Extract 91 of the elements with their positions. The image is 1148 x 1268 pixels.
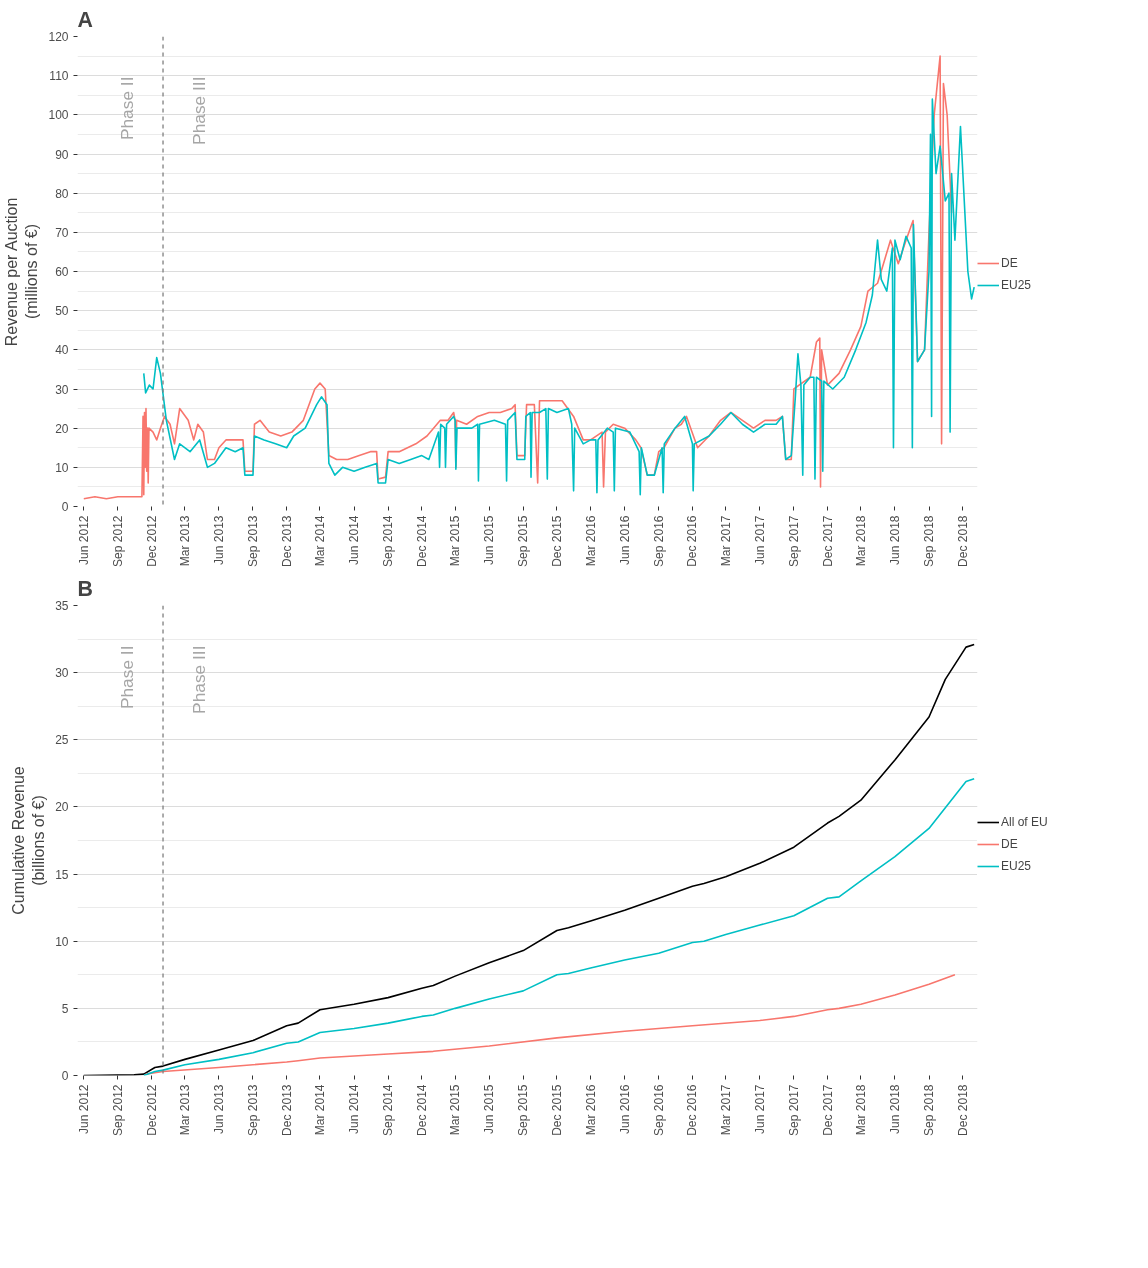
x-tick-label: Sep 2017 [786,515,801,567]
x-tick-label: Mar 2013 [177,515,192,567]
x-tick-label: Jun 2017 [752,515,767,565]
annotation: Phase III [189,76,210,145]
legend-label: DE [1001,256,1019,270]
legend-label: DE [1001,837,1019,851]
x-tick-label: Dec 2017 [820,1084,835,1136]
y-tick-label: 35 [55,599,69,613]
x-tick-label: Dec 2012 [144,1084,159,1136]
x-tick-label: Dec 2012 [144,515,159,567]
y-tick-label: 30 [55,666,69,681]
x-tick-label: Sep 2018 [922,1084,936,1136]
y-tick-label: 90 [55,147,69,162]
x-tick-label: Dec 2018 [955,515,970,567]
y-tick-label: 25 [55,733,69,748]
x-tick-label: Sep 2014 [381,515,396,567]
x-tick-label: Mar 2014 [312,515,327,567]
legend-label: EU25 [1001,278,1032,292]
x-tick-label: Dec 2016 [685,1084,700,1136]
x-tick-label: Sep 2012 [110,515,125,567]
x-tick-label: Jun 2016 [617,1084,632,1134]
x-tick-label: Mar 2014 [312,1084,327,1136]
x-tick-label: Mar 2016 [583,1084,598,1136]
x-tick-label: Mar 2015 [448,515,463,567]
x-tick-label: Sep 2013 [245,515,260,567]
y-tick-label: 0 [61,1069,69,1083]
x-tick-label: Sep 2017 [786,1084,801,1136]
y-tick-label: 110 [49,69,69,84]
y-tick-label: 20 [55,800,69,815]
annotation: Phase III [189,645,210,714]
y-tick-label: 20 [55,421,69,436]
y-tick-label: 0 [61,500,69,514]
x-tick-label: Mar 2016 [583,515,598,567]
x-tick-label: Jun 2013 [211,515,226,565]
x-tick-label: Sep 2016 [651,1084,666,1136]
x-tick-label: Sep 2012 [110,1084,125,1136]
x-tick-label: Jun 2018 [887,515,902,565]
x-tick-label: Mar 2017 [718,515,733,567]
x-tick-label: Dec 2016 [685,515,700,567]
x-tick-label: Jun 2017 [752,1084,767,1134]
x-tick-label: Dec 2017 [820,515,835,567]
y-tick-label: 10 [55,460,69,475]
y-tick-label: 30 [55,382,69,397]
x-tick-label: Dec 2014 [414,515,429,567]
x-tick-label: Jun 2014 [347,1084,362,1134]
legend-label: EU25 [1001,859,1032,873]
x-tick-label: Sep 2015 [516,1084,531,1136]
chart-title: A [77,7,93,32]
x-tick-label: Dec 2015 [549,1084,564,1136]
y-tick-label: 40 [55,343,69,358]
chart-title: B [77,576,93,601]
x-tick-label: Jun 2012 [76,515,91,565]
x-tick-label: Jun 2018 [887,1084,902,1134]
x-tick-label: Dec 2013 [279,515,294,567]
y-tick-label: 70 [55,225,69,240]
y-tick-label: 60 [55,265,69,279]
y-tick-label: 10 [55,934,69,949]
annotation: Phase II [117,645,138,710]
x-tick-label: Mar 2017 [718,1084,733,1136]
line-series [142,777,975,1076]
y-tick-label: 80 [55,186,69,201]
x-tick-label: Mar 2013 [177,1084,192,1136]
y-tick-label: 5 [61,1001,69,1016]
y-axis-title: Cumulative Revenue (billions of €) [9,766,48,915]
y-tick-label: 120 [48,30,69,44]
y-tick-label: 50 [55,304,69,319]
x-tick-label: Sep 2015 [516,515,531,567]
x-tick-label: Sep 2016 [651,515,666,567]
y-tick-label: 100 [48,108,69,123]
line-series [142,98,975,496]
x-tick-label: Sep 2014 [381,1084,396,1136]
x-tick-label: Dec 2015 [549,515,564,567]
x-tick-label: Sep 2018 [922,515,936,567]
x-tick-label: Jun 2015 [482,515,497,565]
x-tick-label: Mar 2018 [853,1084,868,1136]
legend-label: All of EU [1001,815,1048,829]
x-tick-label: Jun 2015 [482,1084,497,1134]
x-tick-label: Mar 2018 [853,515,868,567]
x-tick-label: Mar 2015 [448,1084,463,1136]
x-tick-label: Jun 2012 [76,1084,91,1134]
line-series [144,973,956,1075]
annotation: Phase II [117,76,138,141]
x-tick-label: Dec 2013 [279,1084,294,1136]
x-tick-label: Jun 2013 [211,1084,226,1134]
y-tick-label: 15 [55,867,69,882]
x-tick-label: Sep 2013 [245,1084,260,1136]
y-axis-title: Revenue per Auction (millions of €) [3,197,41,347]
x-tick-label: Jun 2014 [347,515,362,565]
x-tick-label: Dec 2014 [414,1084,429,1136]
x-tick-label: Jun 2016 [617,515,632,565]
x-tick-label: Dec 2018 [955,1084,970,1136]
